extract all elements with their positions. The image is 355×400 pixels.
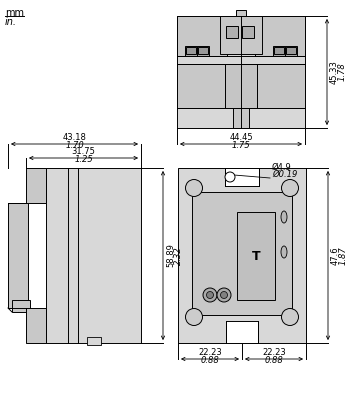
Ellipse shape — [281, 246, 287, 258]
Text: 31.75: 31.75 — [72, 147, 95, 156]
Text: 47.6: 47.6 — [331, 246, 340, 265]
Bar — [177, 64, 225, 108]
Bar — [236, 10, 246, 16]
Text: 43.18: 43.18 — [62, 133, 86, 142]
Bar — [225, 168, 259, 186]
Bar — [26, 308, 46, 343]
Bar — [87, 337, 100, 345]
Text: 1.25: 1.25 — [74, 155, 93, 164]
Circle shape — [282, 180, 299, 196]
Text: 22.23: 22.23 — [198, 348, 222, 357]
Bar — [12, 300, 30, 312]
Text: 44.45: 44.45 — [229, 133, 253, 142]
Circle shape — [217, 288, 231, 302]
Bar — [286, 47, 296, 54]
Circle shape — [207, 292, 213, 298]
Bar — [8, 203, 28, 308]
Bar — [226, 26, 238, 38]
Text: 22.23: 22.23 — [262, 348, 286, 357]
Bar — [242, 26, 254, 38]
Text: Ø0.19: Ø0.19 — [272, 170, 297, 179]
Text: 0.88: 0.88 — [264, 356, 283, 365]
Bar — [185, 46, 197, 56]
Text: in.: in. — [5, 17, 17, 27]
Bar — [273, 46, 285, 56]
Circle shape — [220, 292, 228, 298]
Circle shape — [225, 172, 235, 182]
Text: T: T — [252, 250, 260, 262]
Bar — [274, 47, 284, 54]
Bar — [237, 212, 275, 300]
Bar — [26, 168, 46, 203]
Bar — [226, 321, 258, 343]
Bar — [198, 47, 208, 54]
Text: Ø4.9: Ø4.9 — [272, 163, 292, 172]
Circle shape — [282, 308, 299, 326]
Text: mm: mm — [5, 8, 24, 18]
Bar — [197, 46, 209, 56]
Bar — [285, 46, 297, 56]
Ellipse shape — [281, 211, 287, 223]
Bar — [178, 168, 306, 343]
Text: 1.75: 1.75 — [231, 141, 250, 150]
Text: 45.33: 45.33 — [330, 60, 339, 84]
Bar — [192, 192, 292, 315]
Circle shape — [186, 180, 202, 196]
Bar — [233, 108, 249, 128]
Circle shape — [203, 288, 217, 302]
Bar — [46, 168, 141, 343]
Bar — [177, 16, 227, 56]
Text: 58.89: 58.89 — [166, 244, 175, 268]
Bar — [177, 16, 305, 128]
Text: 1.70: 1.70 — [65, 141, 84, 150]
Bar — [220, 16, 262, 54]
Circle shape — [186, 308, 202, 326]
Bar — [186, 47, 196, 54]
Text: 0.88: 0.88 — [201, 356, 219, 365]
Bar — [257, 64, 305, 108]
Text: 1.78: 1.78 — [338, 63, 347, 81]
Bar — [225, 64, 257, 108]
Text: 1.87: 1.87 — [339, 246, 348, 265]
Bar — [255, 16, 305, 56]
Text: 2.32: 2.32 — [174, 246, 183, 265]
